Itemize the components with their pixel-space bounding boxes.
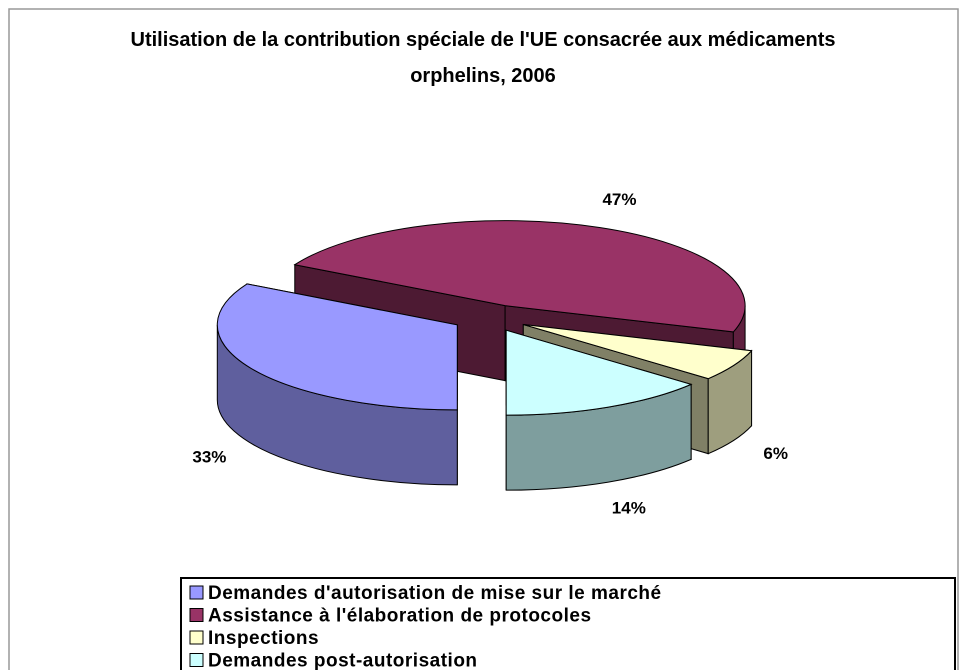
legend-box <box>180 577 956 670</box>
legend-label: Demandes post-autorisation <box>208 651 478 670</box>
legend-label: Inspections <box>208 628 319 649</box>
slice-top <box>523 323 753 380</box>
slice-top <box>293 220 746 333</box>
chart-title: Utilisation de la contribution spéciale … <box>130 29 836 87</box>
legend-label: Assistance à l'élaboration de protocoles <box>208 606 592 627</box>
data-label: 33% <box>192 448 226 467</box>
data-label: 6% <box>763 444 788 463</box>
legend-swatch <box>189 608 204 622</box>
legend-swatch <box>189 585 204 600</box>
data-label: 47% <box>602 190 636 209</box>
chart-frame <box>8 8 959 670</box>
slice-top <box>505 329 693 416</box>
legend-swatch <box>189 653 204 667</box>
legend-swatch <box>189 630 204 645</box>
slice-top <box>216 283 458 411</box>
legend-label: Demandes d'autorisation de mise sur le m… <box>208 583 662 604</box>
data-label: 14% <box>612 498 646 517</box>
